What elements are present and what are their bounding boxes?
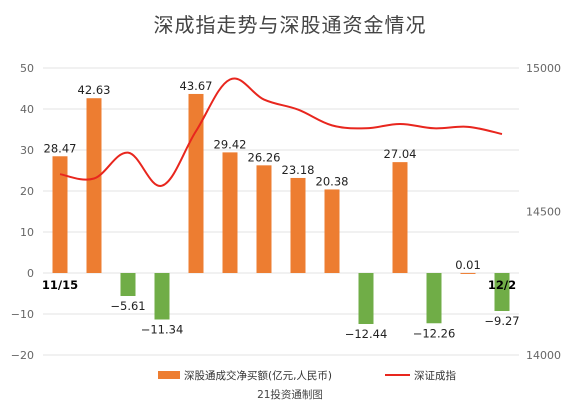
bar bbox=[392, 162, 408, 273]
bar bbox=[86, 98, 102, 273]
left-tick-label: 50 bbox=[20, 62, 34, 75]
chart-title: 深成指走势与深股通资金情况 bbox=[154, 13, 427, 37]
bar bbox=[460, 272, 476, 274]
line-series bbox=[59, 77, 503, 187]
bar bbox=[222, 152, 238, 273]
bar-value-label: 23.18 bbox=[282, 163, 315, 177]
right-tick-label: 14000 bbox=[526, 349, 561, 362]
left-tick-label: 0 bbox=[27, 267, 34, 280]
bar-value-label: 26.26 bbox=[248, 150, 281, 164]
data-labels: 28.47 42.63 −5.61 −11.34 43.67 29.4226.2623.1… bbox=[44, 79, 520, 341]
bar bbox=[52, 156, 68, 273]
bar bbox=[290, 177, 306, 273]
bar-value-label: 20.38 bbox=[316, 174, 349, 188]
right-tick-label: 14500 bbox=[526, 206, 561, 219]
bar bbox=[120, 273, 136, 297]
left-tick-label: −20 bbox=[11, 349, 34, 362]
bar bbox=[154, 273, 170, 320]
bar-value-label: −12.44 bbox=[345, 327, 388, 341]
left-axis: 50 40 30 20 10 0 −10 −20 bbox=[11, 62, 34, 362]
right-tick-label: 15000 bbox=[526, 62, 561, 75]
bar-value-label: 27.04 bbox=[384, 147, 417, 161]
bar bbox=[494, 273, 510, 312]
bar-value-label: −12.26 bbox=[413, 326, 456, 340]
index-line bbox=[59, 77, 503, 187]
bar bbox=[324, 189, 340, 273]
bar-value-label: 43.67 bbox=[180, 79, 213, 93]
bar bbox=[358, 273, 374, 325]
legend-line-label: 深证成指 bbox=[414, 369, 456, 382]
left-tick-label: 40 bbox=[20, 103, 34, 116]
legend: 深股通成交净买额(亿元,人民币) 深证成指 bbox=[158, 369, 456, 382]
bar-value-label: 0.01 bbox=[455, 258, 481, 272]
bar-value-label: 28.47 bbox=[44, 141, 77, 155]
bar bbox=[426, 273, 442, 324]
legend-bar-label: 深股通成交净买额(亿元,人民币) bbox=[184, 369, 332, 382]
bar-series bbox=[52, 93, 510, 325]
bar-value-label: 42.63 bbox=[78, 83, 111, 97]
left-tick-label: 10 bbox=[20, 226, 34, 239]
bar bbox=[256, 165, 272, 273]
legend-bar-swatch bbox=[158, 371, 180, 379]
date-label: 11/15 bbox=[42, 278, 78, 292]
right-axis: 15000 14500 14000 bbox=[526, 62, 561, 362]
date-label: 12/2 bbox=[488, 278, 516, 292]
left-tick-label: −10 bbox=[11, 308, 34, 321]
bar-value-label: 29.42 bbox=[214, 137, 247, 151]
date-labels: 11/15 12/2 bbox=[42, 278, 516, 292]
bar-value-label: −11.34 bbox=[141, 322, 184, 336]
left-tick-label: 20 bbox=[20, 185, 34, 198]
left-tick-label: 30 bbox=[20, 144, 34, 157]
bar-value-label: −5.61 bbox=[110, 299, 145, 313]
bar-value-label: −9.27 bbox=[484, 314, 519, 328]
chart-source: 21投资通制图 bbox=[257, 388, 323, 401]
